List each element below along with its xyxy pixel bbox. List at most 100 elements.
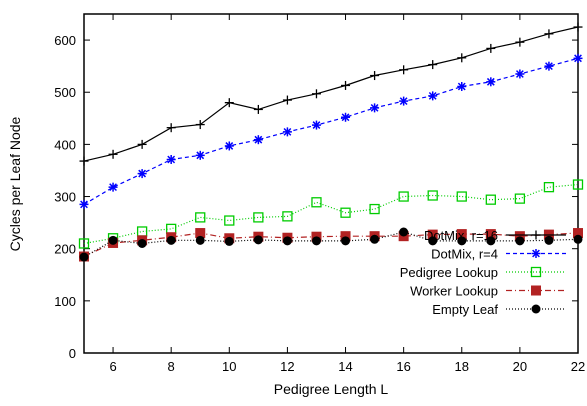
data-point bbox=[137, 238, 147, 248]
data-point bbox=[311, 236, 321, 246]
legend-item: Empty Leaf bbox=[432, 302, 566, 317]
data-point bbox=[108, 149, 118, 159]
y-tick-label: 600 bbox=[54, 33, 76, 48]
data-point bbox=[398, 191, 409, 202]
x-tick-label: 20 bbox=[513, 359, 527, 374]
data-point bbox=[370, 103, 380, 113]
data-point bbox=[79, 199, 89, 209]
legend-item: DotMix, r=4 bbox=[431, 247, 566, 262]
legend-label: Pedigree Lookup bbox=[400, 265, 498, 280]
data-point bbox=[137, 139, 147, 149]
y-tick-label: 200 bbox=[54, 242, 76, 257]
data-point bbox=[486, 236, 496, 246]
data-point bbox=[282, 127, 292, 137]
data-point bbox=[195, 228, 206, 239]
y-tick-label: 400 bbox=[54, 137, 76, 152]
data-point bbox=[108, 182, 118, 192]
y-tick-label: 100 bbox=[54, 294, 76, 309]
data-point bbox=[531, 249, 541, 258]
legend-item: Pedigree Lookup bbox=[400, 265, 566, 280]
data-point bbox=[224, 141, 234, 151]
legend-label: DotMix, r=16 bbox=[424, 228, 498, 243]
data-point bbox=[530, 266, 542, 278]
data-point bbox=[457, 81, 467, 91]
data-point bbox=[311, 197, 322, 208]
data-point bbox=[428, 60, 438, 70]
data-point bbox=[544, 29, 554, 39]
data-point bbox=[253, 212, 264, 223]
data-point bbox=[370, 234, 380, 244]
data-point bbox=[515, 37, 525, 47]
data-point bbox=[282, 236, 292, 246]
data-point bbox=[457, 236, 467, 246]
data-point bbox=[253, 235, 263, 245]
x-axis-title: Pedigree Length L bbox=[274, 381, 389, 397]
x-tick-label: 12 bbox=[280, 359, 294, 374]
data-point bbox=[253, 104, 263, 114]
y-tick-label: 300 bbox=[54, 190, 76, 205]
data-point bbox=[457, 53, 467, 63]
legend-label: Worker Lookup bbox=[410, 284, 498, 299]
x-tick-label: 22 bbox=[571, 359, 585, 374]
data-point bbox=[399, 65, 409, 75]
data-point bbox=[573, 22, 583, 32]
series-pedigree-lookup bbox=[78, 179, 584, 249]
data-point bbox=[341, 236, 351, 246]
axis-ticks: 0 100 200 300 400 500 600 6 8 10 12 14 16 18 20 22 bbox=[54, 14, 585, 374]
data-point bbox=[340, 207, 351, 218]
data-point bbox=[514, 231, 525, 242]
data-point bbox=[195, 235, 205, 245]
x-tick-label: 14 bbox=[338, 359, 352, 374]
y-tick-label: 500 bbox=[54, 85, 76, 100]
data-point bbox=[166, 123, 176, 133]
data-point bbox=[79, 156, 89, 166]
data-point bbox=[572, 179, 584, 190]
data-point bbox=[224, 215, 235, 226]
data-point bbox=[427, 190, 438, 201]
data-point bbox=[573, 234, 583, 244]
y-tick-label: 0 bbox=[69, 346, 76, 361]
x-tick-label: 8 bbox=[168, 359, 175, 374]
data-point bbox=[370, 71, 380, 81]
legend-item: DotMix, r=16 bbox=[424, 228, 566, 243]
data-point bbox=[341, 112, 351, 122]
data-point bbox=[340, 231, 351, 242]
legend-label: DotMix, r=4 bbox=[431, 247, 498, 262]
series-line bbox=[83, 57, 579, 205]
data-point bbox=[224, 98, 234, 108]
data-point bbox=[544, 61, 554, 71]
series-worker-lookup bbox=[79, 228, 583, 262]
data-point bbox=[514, 193, 526, 204]
data-point bbox=[166, 235, 176, 245]
data-point bbox=[195, 120, 205, 130]
x-tick-label: 10 bbox=[222, 359, 236, 374]
data-point bbox=[137, 169, 147, 179]
data-point bbox=[166, 155, 176, 165]
series-line bbox=[83, 232, 579, 258]
data-point bbox=[195, 212, 206, 223]
data-point bbox=[531, 285, 541, 296]
data-point bbox=[78, 238, 90, 249]
series-empty-leaf bbox=[79, 227, 583, 262]
data-point bbox=[369, 203, 380, 215]
data-point bbox=[427, 229, 438, 240]
series-group bbox=[78, 22, 584, 262]
x-tick-label: 6 bbox=[109, 359, 116, 374]
series-line bbox=[83, 231, 579, 258]
plot-frame bbox=[83, 13, 579, 354]
data-point bbox=[456, 191, 467, 202]
data-point bbox=[573, 53, 583, 63]
data-point bbox=[428, 236, 438, 246]
data-point bbox=[136, 226, 148, 237]
data-point bbox=[485, 194, 496, 205]
data-point bbox=[531, 230, 541, 240]
data-point bbox=[531, 304, 541, 314]
data-point bbox=[166, 223, 177, 235]
data-point bbox=[108, 235, 118, 245]
legend: DotMix, r=16 DotMix, r=4 Pedigree Lookup Wo… bbox=[400, 228, 566, 317]
data-point bbox=[486, 77, 496, 87]
data-point bbox=[456, 229, 467, 240]
data-point bbox=[195, 150, 205, 160]
data-point bbox=[399, 227, 409, 237]
